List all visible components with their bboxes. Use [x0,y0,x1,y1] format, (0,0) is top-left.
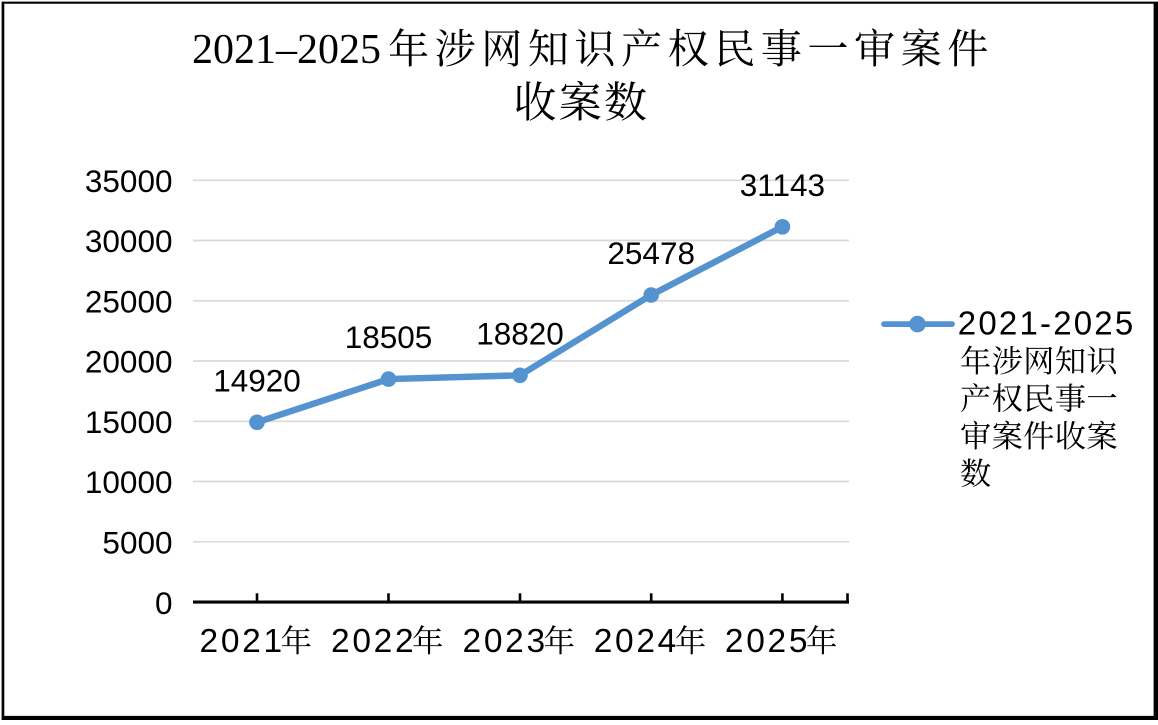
svg-text:18820: 18820 [476,315,564,351]
svg-text:5000: 5000 [102,524,172,560]
svg-text:2023: 2023 [463,623,548,660]
svg-text:14920: 14920 [213,362,301,398]
svg-text:25000: 25000 [85,283,173,319]
svg-text:2021-2025: 2021-2025 [958,305,1136,342]
svg-text:20000: 20000 [85,344,173,380]
svg-text:30000: 30000 [85,223,173,259]
svg-text:2024: 2024 [594,623,679,660]
svg-text:10000: 10000 [85,464,173,500]
svg-text:2022: 2022 [331,623,416,660]
svg-text:18505: 18505 [345,319,433,355]
svg-text:0: 0 [155,585,173,621]
svg-text:31143: 31143 [740,167,825,203]
svg-text:35000: 35000 [85,163,173,199]
svg-text:2021–2025: 2021–2025 [192,27,381,73]
svg-text:25478: 25478 [607,235,695,271]
svg-text:2021: 2021 [200,623,285,660]
svg-text:2025: 2025 [725,623,810,660]
svg-text:15000: 15000 [85,404,173,440]
